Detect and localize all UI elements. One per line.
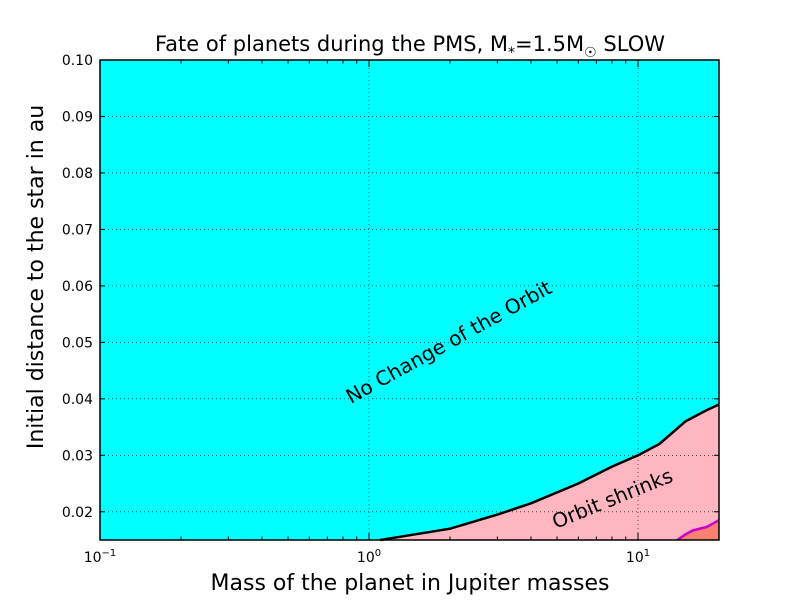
x-tick-label: 100: [357, 548, 381, 566]
y-tick-label: 0.09: [62, 109, 93, 125]
y-axis-label: Initial distance to the star in au: [24, 105, 49, 449]
x-tick-label: 101: [626, 548, 650, 566]
chart-title: Fate of planets during the PMS, M*=1.5M☉…: [155, 32, 665, 61]
y-tick-label: 0.02: [62, 505, 93, 521]
y-tick-label: 0.07: [62, 222, 93, 238]
region-orbit-shrinks: [380, 404, 719, 540]
x-tick-label: 10−1: [84, 548, 117, 566]
y-tick-label: 0.08: [62, 166, 93, 182]
title-star-subscript: *: [508, 45, 515, 61]
plot-frame: [99, 59, 720, 541]
title-sun-subscript: ☉: [584, 45, 597, 61]
y-tick-label: 0.10: [62, 53, 93, 69]
x-axis-label: Mass of the planet in Jupiter masses: [211, 571, 610, 596]
boundaries: [379, 403, 720, 542]
plot-area: [100, 60, 719, 540]
ticks: 0.02 0.03 0.04 0.05 0.06 0.07 0.08 0.09 0.10 10−1…: [62, 53, 720, 566]
y-tick-label: 0.04: [62, 392, 93, 408]
region-no-change: [100, 60, 719, 540]
grid: [100, 60, 719, 540]
boundary-orbit-shrinks: [379, 403, 720, 542]
y-tick-label: 0.06: [62, 279, 93, 295]
boundary-inner: [676, 519, 720, 542]
y-tick-label: 0.05: [62, 335, 93, 351]
y-tick-label: 0.03: [62, 448, 93, 464]
